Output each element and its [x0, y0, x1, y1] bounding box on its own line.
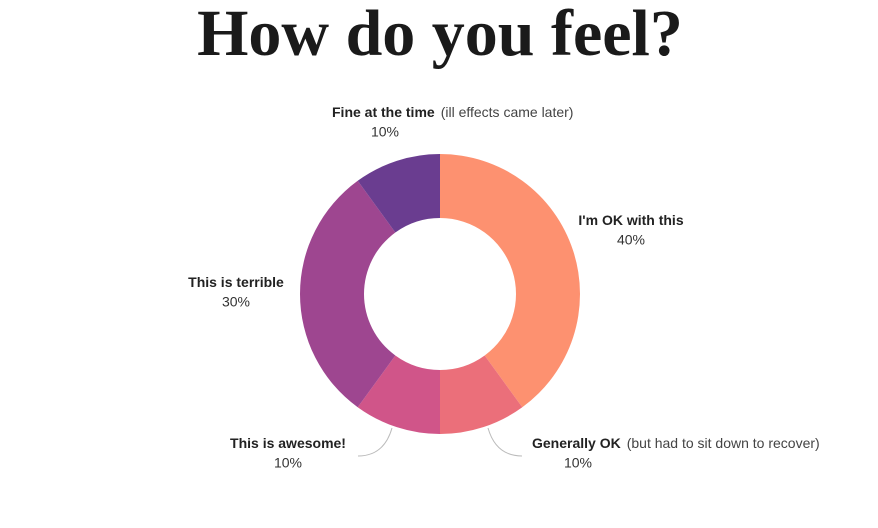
value-label: 10%	[274, 455, 302, 471]
segment-name: Generally OK	[532, 435, 621, 451]
donut-segment	[299, 180, 396, 408]
segment-note: (but had to sit down to recover)	[627, 435, 820, 451]
segment-name: This is terrible	[188, 274, 284, 290]
segment-note: (ill effects came later)	[441, 104, 574, 120]
segment-label: I'm OK with this	[578, 212, 683, 228]
value-label: 30%	[222, 294, 250, 310]
segment-name: Fine at the time	[332, 104, 435, 120]
value-label: 10%	[564, 455, 592, 471]
value-label: 40%	[617, 232, 645, 248]
segment-name: This is awesome!	[230, 435, 346, 451]
donut-segment	[357, 154, 440, 233]
donut-segment	[357, 355, 440, 434]
segment-label: This is awesome!	[230, 435, 346, 451]
segment-label: This is terrible	[188, 274, 284, 290]
leader-line	[487, 427, 523, 457]
leader-line	[357, 427, 393, 457]
value-label: 10%	[371, 124, 399, 140]
chart-title: How do you feel?	[197, 0, 683, 70]
segment-label: Fine at the time (ill effects came later)	[332, 104, 573, 120]
segment-name: I'm OK with this	[578, 212, 683, 228]
donut-segment	[440, 154, 580, 408]
donut-segment	[440, 355, 523, 434]
segment-label: Generally OK (but had to sit down to reco…	[532, 435, 820, 451]
